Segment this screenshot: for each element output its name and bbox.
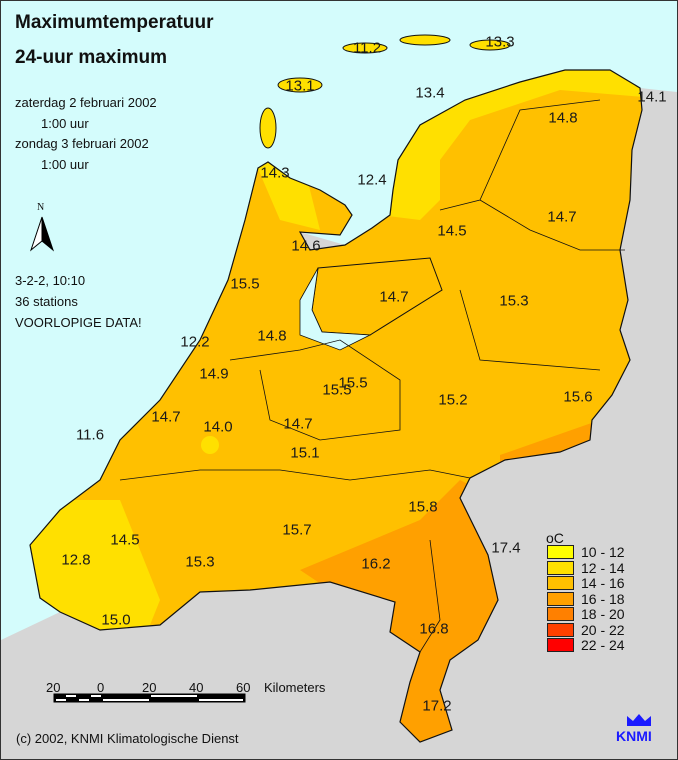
legend-label: 22 - 24 <box>581 637 625 653</box>
scale-tick: 20 <box>142 680 157 695</box>
station-value: 11.6 <box>75 426 105 444</box>
data-status: VOORLOPIGE DATA! <box>15 315 142 330</box>
station-value: 11.2 <box>352 39 382 57</box>
copyright: (c) 2002, KNMI Klimatologische Dienst <box>16 731 239 746</box>
station-value: 13.1 <box>285 77 315 95</box>
run-time: 3-2-2, 10:10 <box>15 273 86 288</box>
station-value: 16.8 <box>419 620 449 638</box>
legend-swatch <box>547 622 574 637</box>
legend-label: 14 - 16 <box>581 575 625 591</box>
station-value: 15.5 <box>230 275 260 293</box>
north-sea <box>1 1 677 640</box>
legend-item: 20 - 22 <box>547 621 625 638</box>
legend-label: 16 - 18 <box>581 590 625 607</box>
legend-item: 22 - 24 <box>547 637 625 653</box>
map-subtitle: 24-uur maximum <box>15 47 168 68</box>
station-value: 15.8 <box>408 498 438 516</box>
station-value: 14.5 <box>110 531 140 549</box>
legend-label: 10 - 12 <box>581 544 625 560</box>
period-end-time: 1:00 uur <box>41 157 89 172</box>
map-title: Maximumtemperatuur <box>15 12 214 33</box>
station-value: 14.3 <box>260 164 290 182</box>
legend-swatch <box>547 591 574 606</box>
station-value: 15.5 <box>322 381 352 399</box>
station-value: 14.1 <box>637 88 667 106</box>
scale-tick: 60 <box>236 680 251 695</box>
station-value: 14.8 <box>548 109 578 127</box>
station-value: 12.8 <box>61 551 91 569</box>
period-start-date: zaterdag 2 februari 2002 <box>15 95 157 110</box>
legend-item: 16 - 18 <box>547 590 625 607</box>
station-value: 14.9 <box>199 365 229 383</box>
legend-swatch <box>547 607 574 621</box>
markermeer <box>299 267 372 351</box>
province-borders <box>119 99 625 653</box>
logo-text: KNMI <box>616 728 652 744</box>
station-value: 15.3 <box>185 553 215 571</box>
scale-tick: 20 <box>46 680 61 695</box>
scale-bar-graphic <box>53 693 246 703</box>
legend-swatch <box>547 560 574 575</box>
station-value: 14.5 <box>437 222 467 240</box>
station-value: 14.7 <box>547 208 577 226</box>
station-value: 15.1 <box>290 444 320 462</box>
legend-item: 18 - 20 <box>547 606 625 622</box>
scale-unit: Kilometers <box>264 680 326 695</box>
legend-swatch <box>547 638 574 652</box>
station-value: 14.8 <box>257 327 287 345</box>
wadden-islands <box>259 34 511 149</box>
station-value: 14.7 <box>151 408 181 426</box>
zone-12-14-spot <box>201 436 219 454</box>
legend-item: 10 - 12 <box>547 544 625 560</box>
station-value: 16.2 <box>361 555 391 573</box>
station-value: 17.4 <box>491 539 521 557</box>
station-value: 13.3 <box>485 33 515 51</box>
station-value: 12.4 <box>357 171 387 189</box>
station-value: 15.0 <box>101 611 131 629</box>
station-value: 15.3 <box>499 292 529 310</box>
legend-swatch <box>547 576 574 590</box>
legend-item: 14 - 16 <box>547 575 625 591</box>
legend-swatch <box>547 545 574 559</box>
crown-icon <box>627 714 651 726</box>
station-value: 15.5 <box>338 374 368 392</box>
station-value: 17.2 <box>422 697 452 715</box>
legend-label: 12 - 14 <box>581 559 625 576</box>
north-arrow-icon <box>29 216 55 252</box>
station-value: 13.4 <box>415 84 445 102</box>
station-count: 36 stations <box>15 294 78 309</box>
scale-tick: 40 <box>189 680 204 695</box>
station-value: 15.6 <box>563 388 593 406</box>
station-value: 14.6 <box>291 237 321 255</box>
station-value: 14.0 <box>203 418 233 436</box>
station-value: 14.7 <box>283 415 313 433</box>
legend-label: 20 - 22 <box>581 621 625 638</box>
station-value: 15.7 <box>282 521 312 539</box>
station-value: 15.2 <box>438 391 468 409</box>
legend-unit: oC <box>546 530 564 546</box>
station-value: 12.2 <box>180 333 210 351</box>
period-start-time: 1:00 uur <box>41 116 89 131</box>
legend-item: 12 - 14 <box>547 559 625 576</box>
north-label: N <box>37 202 45 213</box>
scale-tick: 0 <box>97 680 105 695</box>
legend-label: 18 - 20 <box>581 606 625 622</box>
period-end-date: zondag 3 februari 2002 <box>15 136 149 151</box>
station-value: 14.7 <box>379 288 409 306</box>
